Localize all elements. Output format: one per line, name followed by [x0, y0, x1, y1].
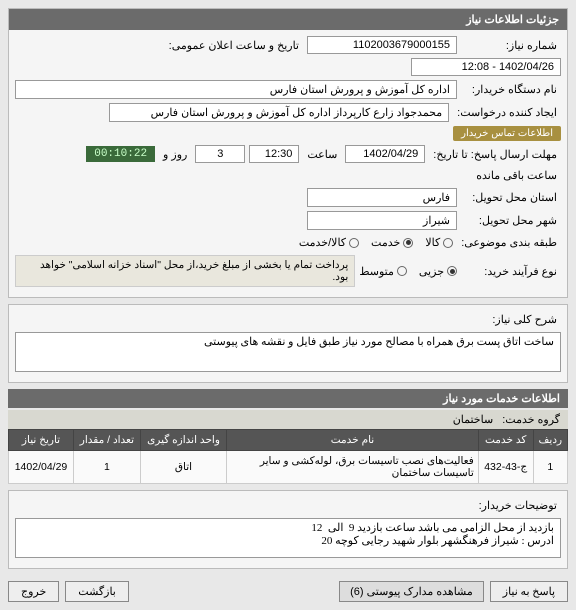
- need-no-value: 1102003679000155: [307, 36, 457, 54]
- radio-goods-label: کالا: [425, 236, 440, 249]
- row-requester: ایجاد کننده درخواست: محمدجواد زارع کارپر…: [15, 103, 561, 141]
- province-label: استان محل تحویل:: [461, 189, 561, 206]
- radio-service[interactable]: خدمت: [371, 236, 413, 249]
- contact-badge[interactable]: اطلاعات تماس خریدار: [453, 126, 561, 141]
- services-section-title: اطلاعات خدمات مورد نیاز: [8, 389, 568, 408]
- row-category: طبقه بندی موضوعی: کالا خدمت کالا/خدمت: [15, 234, 561, 251]
- requester-value: محمدجواد زارع کارپرداز اداره کل آموزش و …: [109, 103, 449, 122]
- col-qty: تعداد / مقدار: [74, 430, 141, 451]
- requester-label: ایجاد کننده درخواست:: [453, 104, 561, 121]
- exit-button[interactable]: خروج: [8, 581, 59, 602]
- row-purchase-type: نوع فرآیند خرید: جزیی متوسط پرداخت تمام …: [15, 255, 561, 287]
- category-radios: کالا خدمت کالا/خدمت: [299, 236, 453, 249]
- time-label: ساعت: [303, 146, 341, 163]
- radio-both[interactable]: کالا/خدمت: [299, 236, 359, 249]
- buyer-notes-label: توضیحات خریدار:: [461, 497, 561, 514]
- button-bar: پاسخ به نیاز مشاهده مدارک پیوستی (6) باز…: [8, 575, 568, 602]
- col-row: ردیف: [533, 430, 567, 451]
- buyer-notes-textarea[interactable]: [15, 518, 561, 558]
- service-group-value: ساختمان: [453, 414, 493, 426]
- radio-service-label: خدمت: [371, 236, 400, 249]
- province-value: فارس: [307, 188, 457, 207]
- btn-group-right: پاسخ به نیاز مشاهده مدارک پیوستی (6): [339, 581, 568, 602]
- cell-qty: 1: [74, 451, 141, 484]
- cell-row: 1: [533, 451, 567, 484]
- col-date: تاریخ نیاز: [9, 430, 74, 451]
- row-desc: شرح کلی نیاز:: [15, 311, 561, 372]
- cell-name: فعالیت‌های نصب تاسیسات برق، لوله‌کشی و س…: [227, 451, 479, 484]
- col-unit: واحد اندازه گیری: [140, 430, 226, 451]
- radio-medium[interactable]: متوسط: [359, 265, 407, 278]
- services-group-row: گروه خدمت: ساختمان: [8, 410, 568, 429]
- btn-group-left: بازگشت خروج: [8, 581, 129, 602]
- buyer-notes-panel: توضیحات خریدار:: [8, 490, 568, 569]
- desc-panel: شرح کلی نیاز:: [8, 304, 568, 383]
- radio-minor[interactable]: جزیی: [419, 265, 457, 278]
- deadline-date: 1402/04/29: [345, 145, 425, 163]
- days-label: روز و: [159, 146, 191, 163]
- cell-unit: اتاق: [140, 451, 226, 484]
- service-group-label: گروه خدمت:: [502, 414, 560, 426]
- col-code: کد خدمت: [478, 430, 533, 451]
- deadline-time: 12:30: [249, 145, 299, 163]
- panel-body: شماره نیاز: 1102003679000155 تاریخ و ساع…: [9, 30, 567, 297]
- reply-button[interactable]: پاسخ به نیاز: [490, 581, 568, 602]
- buyer-org-value: اداره کل آموزش و پرورش استان فارس: [15, 80, 457, 99]
- radio-minor-label: جزیی: [419, 265, 444, 278]
- announce-label: تاریخ و ساعت اعلان عمومی:: [153, 37, 303, 54]
- attachments-count: (6): [350, 586, 363, 598]
- panel-title: جزئیات اطلاعات نیاز: [9, 9, 567, 30]
- desc-label: شرح کلی نیاز:: [461, 311, 561, 328]
- back-button[interactable]: بازگشت: [65, 581, 129, 602]
- purchase-type-radios: جزیی متوسط: [359, 265, 457, 278]
- cell-code: ج-43-432: [478, 451, 533, 484]
- row-need-no: شماره نیاز: 1102003679000155 تاریخ و ساع…: [15, 36, 561, 76]
- table-header-row: ردیف کد خدمت نام خدمت واحد اندازه گیری ت…: [9, 430, 568, 451]
- row-buyer-org: نام دستگاه خریدار: اداره کل آموزش و پرور…: [15, 80, 561, 99]
- row-deadline: مهلت ارسال پاسخ: تا تاریخ: 1402/04/29 سا…: [15, 145, 561, 184]
- city-label: شهر محل تحویل:: [461, 212, 561, 229]
- radio-medium-label: متوسط: [359, 265, 394, 278]
- announce-value: 1402/04/26 - 12:08: [411, 58, 561, 76]
- col-name: نام خدمت: [227, 430, 479, 451]
- need-details-panel: جزئیات اطلاعات نیاز شماره نیاز: 11020036…: [8, 8, 568, 298]
- table-row: 1ج-43-432فعالیت‌های نصب تاسیسات برق، لول…: [9, 451, 568, 484]
- row-buyer-notes: توضیحات خریدار:: [15, 497, 561, 558]
- radio-both-label: کالا/خدمت: [299, 236, 346, 249]
- purchase-type-label: نوع فرآیند خرید:: [461, 263, 561, 280]
- need-no-label: شماره نیاز:: [461, 37, 561, 54]
- cell-date: 1402/04/29: [9, 451, 74, 484]
- attachments-button[interactable]: مشاهده مدارک پیوستی (6): [339, 581, 484, 602]
- days-left: 3: [195, 145, 245, 163]
- buyer-org-label: نام دستگاه خریدار:: [461, 81, 561, 98]
- countdown: 00:10:22: [86, 146, 155, 162]
- deadline-label: مهلت ارسال پاسخ: تا تاریخ:: [429, 146, 561, 163]
- city-value: شیراز: [307, 211, 457, 230]
- remaining-label: ساعت باقی مانده: [472, 167, 561, 184]
- row-province: استان محل تحویل: فارس: [15, 188, 561, 207]
- purchase-note: پرداخت تمام یا بخشی از مبلغ خرید،از محل …: [15, 255, 355, 287]
- radio-goods[interactable]: کالا: [425, 236, 453, 249]
- desc-textarea[interactable]: [15, 332, 561, 372]
- row-city: شهر محل تحویل: شیراز: [15, 211, 561, 230]
- attachments-label: مشاهده مدارک پیوستی: [367, 586, 473, 598]
- services-table: ردیف کد خدمت نام خدمت واحد اندازه گیری ت…: [8, 429, 568, 484]
- category-label: طبقه بندی موضوعی:: [457, 234, 561, 251]
